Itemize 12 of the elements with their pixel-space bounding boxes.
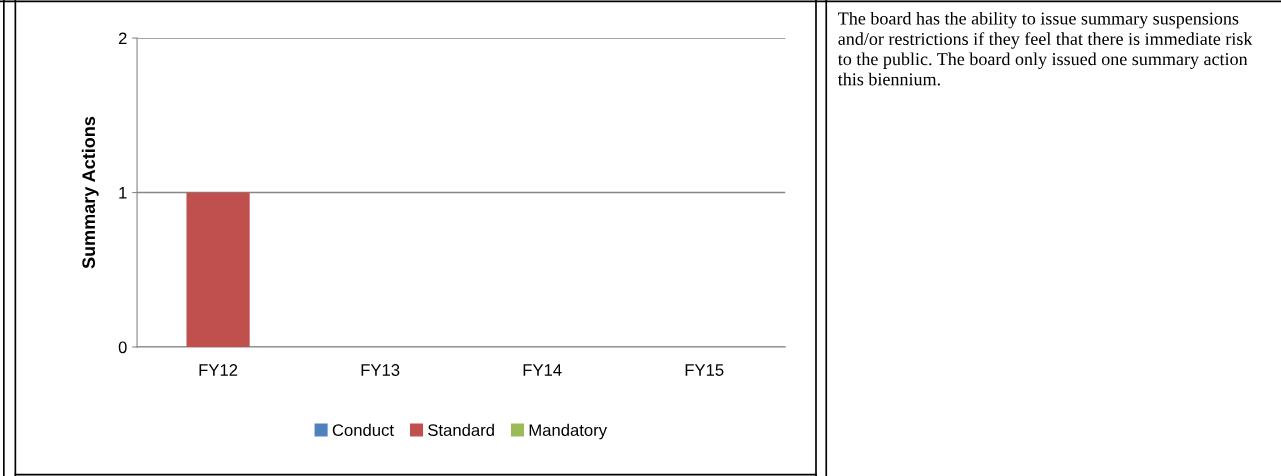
text: The board has the ability to issue summary suspensions and/or restrictions if they feel that there is immediate risk to the public. The board only issued one summary action this biennium.	[837, 11, 1253, 86]
legend-label: Standard	[428, 423, 494, 437]
y-axis-title: Summary Actions	[81, 116, 99, 269]
x-tick-label: FY12	[199, 364, 238, 376]
legend-label: Mandatory	[529, 423, 608, 440]
y-tick-label: 2	[118, 32, 127, 45]
x-tick-label: FY13	[361, 364, 400, 376]
x-tick-label: FY15	[685, 364, 724, 376]
y-tick-label: 0	[118, 341, 127, 354]
legend-label: Conduct	[332, 423, 394, 437]
y-tick-label: 1	[119, 187, 127, 199]
x-tick-label: FY14	[523, 364, 562, 376]
